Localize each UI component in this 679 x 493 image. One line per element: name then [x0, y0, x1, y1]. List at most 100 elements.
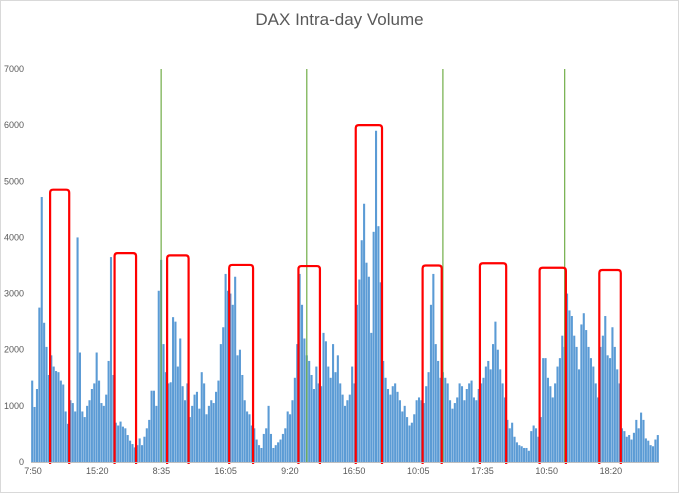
volume-bar [124, 428, 127, 462]
volume-bar [317, 383, 320, 462]
volume-bar [558, 358, 561, 462]
volume-bar [35, 389, 39, 462]
volume-bar [162, 344, 165, 462]
volume-bar [257, 445, 261, 462]
volume-bar [81, 411, 84, 462]
volume-bar [644, 438, 647, 462]
volume-bar [336, 355, 339, 462]
volume-bar [566, 293, 569, 462]
volume-bar [451, 408, 454, 462]
volume-bar [191, 405, 194, 462]
volume-bar [47, 374, 50, 462]
volume-bar [269, 433, 273, 462]
volume-bar [250, 425, 253, 462]
volume-bar [427, 372, 430, 462]
volume-bar [277, 442, 280, 462]
volume-bar [374, 130, 378, 462]
volume-bar [520, 446, 523, 462]
volume-bar [66, 423, 70, 462]
volume-bar [406, 417, 409, 462]
volume-bar [561, 335, 564, 462]
volume-bar [449, 400, 452, 462]
volume-bar [183, 400, 187, 462]
volume-bar [554, 383, 557, 462]
volume-bar [513, 436, 516, 462]
volume-bar [389, 394, 392, 462]
volume-bar [150, 390, 153, 462]
volume-bar [446, 383, 449, 462]
volume-bar [530, 431, 533, 462]
x-tick-label: 17:35 [471, 466, 494, 476]
volume-bar [334, 372, 337, 462]
volume-bar [310, 374, 313, 462]
volume-bar [434, 344, 437, 462]
volume-bar [133, 447, 136, 462]
volume-bar [351, 366, 354, 462]
volume-bar [604, 316, 607, 462]
volume-bar [145, 428, 148, 462]
volume-bar [265, 428, 268, 462]
highlight-box [421, 264, 443, 464]
volume-bar [654, 439, 657, 462]
volume-bar [511, 422, 514, 462]
volume-bar [453, 403, 456, 462]
volume-bar [129, 440, 132, 462]
volume-bar [537, 436, 540, 462]
volume-bar [303, 338, 306, 462]
volume-bar [484, 366, 487, 462]
highlight-box [297, 264, 322, 464]
volume-bar [167, 383, 170, 462]
volume-bar [642, 419, 645, 462]
volume-bar [315, 366, 318, 462]
volume-bar [88, 400, 91, 462]
volume-bar [286, 411, 289, 462]
x-tick-label: 15:20 [86, 466, 109, 476]
y-axis-ticks: 0 1000 2000 3000 4000 5000 6000 7000 [4, 64, 24, 467]
volume-bar [580, 324, 583, 462]
volume-bar [320, 386, 323, 462]
highlight-box [113, 252, 138, 464]
volume-bar [570, 316, 573, 462]
volume-bar [43, 322, 46, 462]
volume-bar [226, 290, 230, 462]
volume-bar [117, 425, 120, 462]
x-tick-label: 10:05 [407, 466, 430, 476]
volume-bar [262, 433, 265, 462]
volume-bar [83, 417, 86, 462]
volume-bar [312, 389, 316, 462]
volume-bar [463, 400, 466, 462]
volume-bar [534, 428, 538, 462]
highlight-box [166, 254, 190, 464]
volume-bar [408, 425, 411, 462]
volume-bar [391, 386, 394, 462]
volume-bar [274, 445, 277, 462]
volume-bar [260, 447, 263, 462]
volume-bar [38, 307, 41, 462]
volume-bar [33, 406, 36, 462]
volume-bar [176, 366, 179, 462]
volume-bar [437, 360, 440, 462]
volume-bar [300, 304, 304, 462]
volume-bar [95, 352, 98, 462]
volume-bar [353, 383, 356, 462]
volume-bar [656, 435, 659, 462]
volume-bar [255, 439, 258, 462]
volume-bar [501, 383, 504, 462]
volume-bar [243, 400, 246, 462]
volume-bar [465, 389, 468, 462]
volume-bar [98, 380, 101, 462]
volume-bar [224, 273, 227, 462]
volume-bar [606, 355, 609, 462]
volume-bar [69, 400, 72, 462]
volume-bar [155, 405, 158, 462]
volume-bar [71, 403, 74, 462]
volume-bar [616, 369, 619, 462]
volume-bar [45, 346, 48, 462]
volume-bar [575, 346, 578, 462]
volume-bar [203, 383, 206, 462]
volume-bar [222, 327, 225, 462]
volume-bar [372, 231, 375, 462]
volume-bar [477, 389, 480, 462]
volume-bar [370, 332, 373, 462]
